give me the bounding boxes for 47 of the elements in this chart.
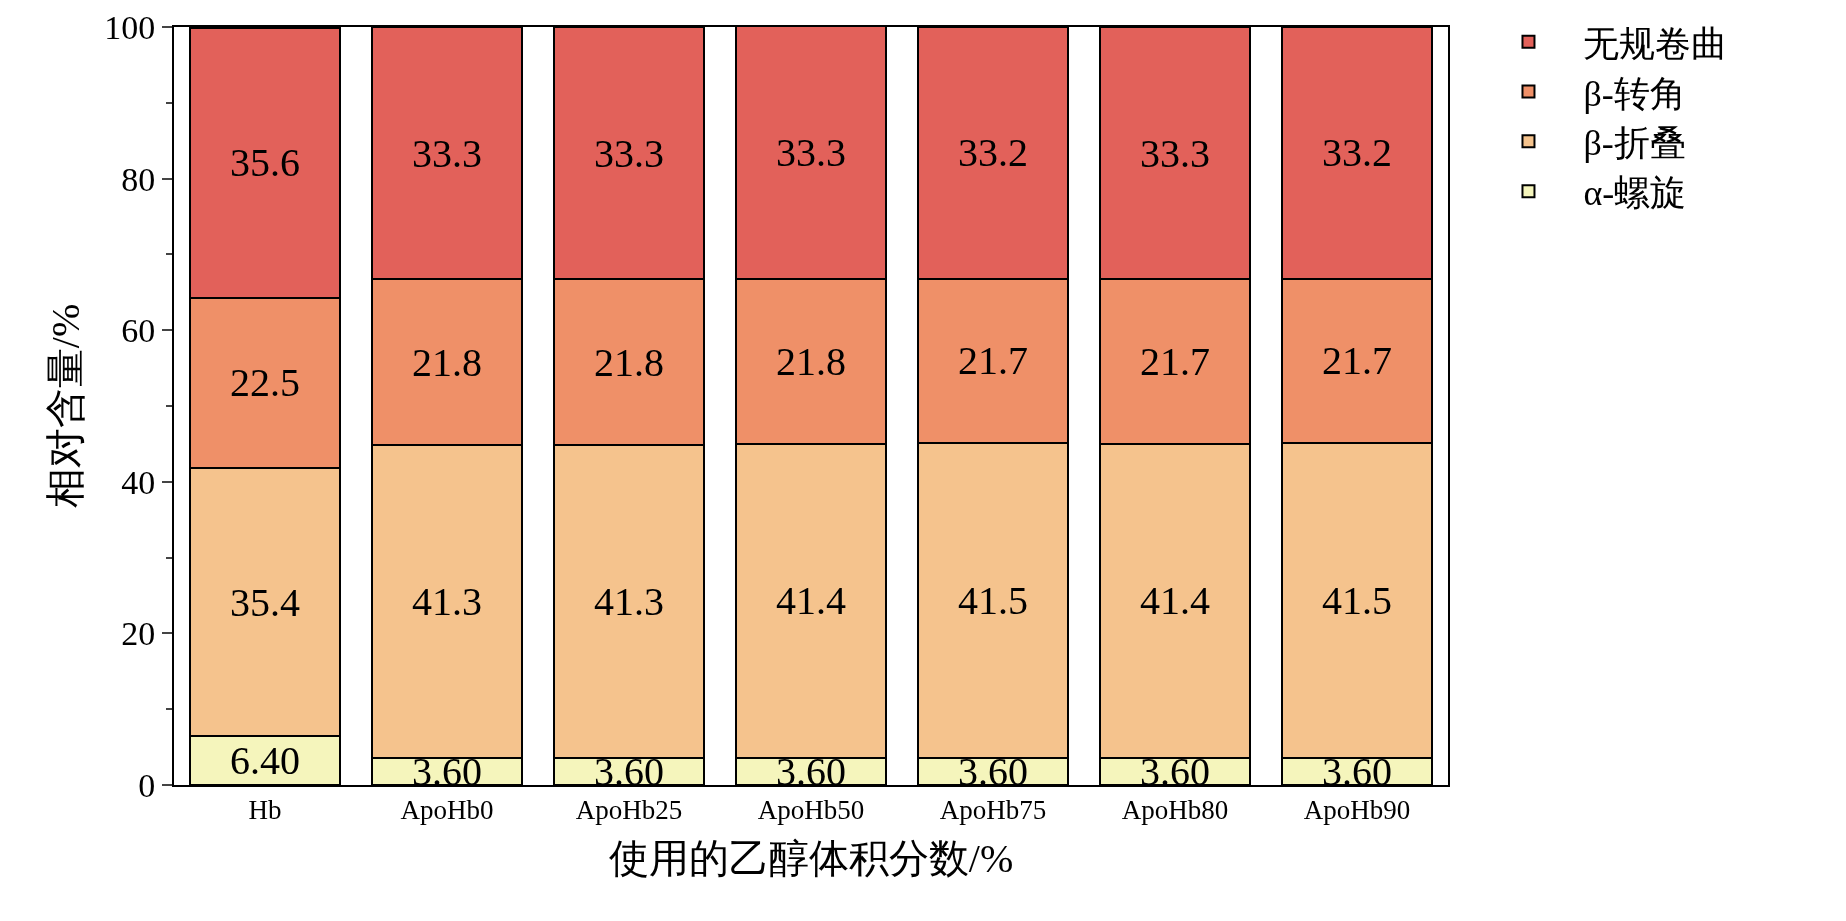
y-axis-title: 相对含量/%	[43, 303, 89, 509]
data-label: 33.3	[594, 131, 664, 176]
x-tick-label: ApoHb80	[1121, 795, 1229, 826]
data-label: 33.3	[412, 131, 482, 176]
data-label: 3.60	[1322, 749, 1392, 794]
data-label: 21.8	[594, 340, 664, 385]
legend-label: β-转角	[1583, 73, 1686, 114]
data-label: 6.40	[230, 738, 300, 783]
y-tick-label: 60	[121, 312, 156, 350]
y-tick-label: 40	[121, 463, 156, 501]
data-label: 21.7	[1322, 338, 1392, 383]
data-label: 21.8	[776, 339, 846, 384]
data-label: 33.3	[1140, 131, 1210, 176]
legend-label: β-折叠	[1583, 123, 1686, 164]
data-label: 3.60	[412, 749, 482, 794]
data-label: 33.2	[1322, 130, 1392, 175]
data-label: 3.60	[1140, 749, 1210, 794]
data-label: 35.6	[230, 140, 300, 185]
data-label: 33.3	[776, 130, 846, 175]
data-label: 41.3	[412, 579, 482, 624]
data-label: 21.8	[412, 340, 482, 385]
data-label: 41.5	[1322, 578, 1392, 623]
legend-label: α-螺旋	[1583, 173, 1687, 214]
data-label: 41.5	[958, 578, 1028, 623]
data-label: 33.2	[958, 130, 1028, 175]
data-label: 22.5	[230, 360, 300, 405]
data-label: 3.60	[594, 749, 664, 794]
x-tick-label: ApoHb50	[757, 795, 865, 826]
data-label: 41.4	[1140, 578, 1210, 623]
x-tick-label: ApoHb0	[400, 795, 494, 826]
data-label: 41.4	[776, 578, 846, 623]
y-tick-label: 0	[138, 766, 156, 804]
x-axis-title: 使用的乙醇体积分数/%	[608, 836, 1014, 882]
y-tick-label: 80	[121, 160, 156, 198]
data-label: 41.3	[594, 579, 664, 624]
legend-label: 无规卷曲	[1583, 23, 1728, 64]
y-tick-label: 100	[104, 8, 156, 46]
x-tick-label: ApoHb25	[575, 795, 683, 826]
data-label: 3.60	[776, 749, 846, 794]
data-label: 21.7	[958, 338, 1028, 383]
x-tick-label: Hb	[248, 795, 282, 826]
data-label: 21.7	[1140, 339, 1210, 384]
x-tick-label: ApoHb90	[1303, 795, 1411, 826]
x-tick-label: ApoHb75	[939, 795, 1047, 826]
data-label: 35.4	[230, 580, 300, 625]
data-label: 3.60	[958, 749, 1028, 794]
y-tick-label: 20	[121, 615, 156, 653]
